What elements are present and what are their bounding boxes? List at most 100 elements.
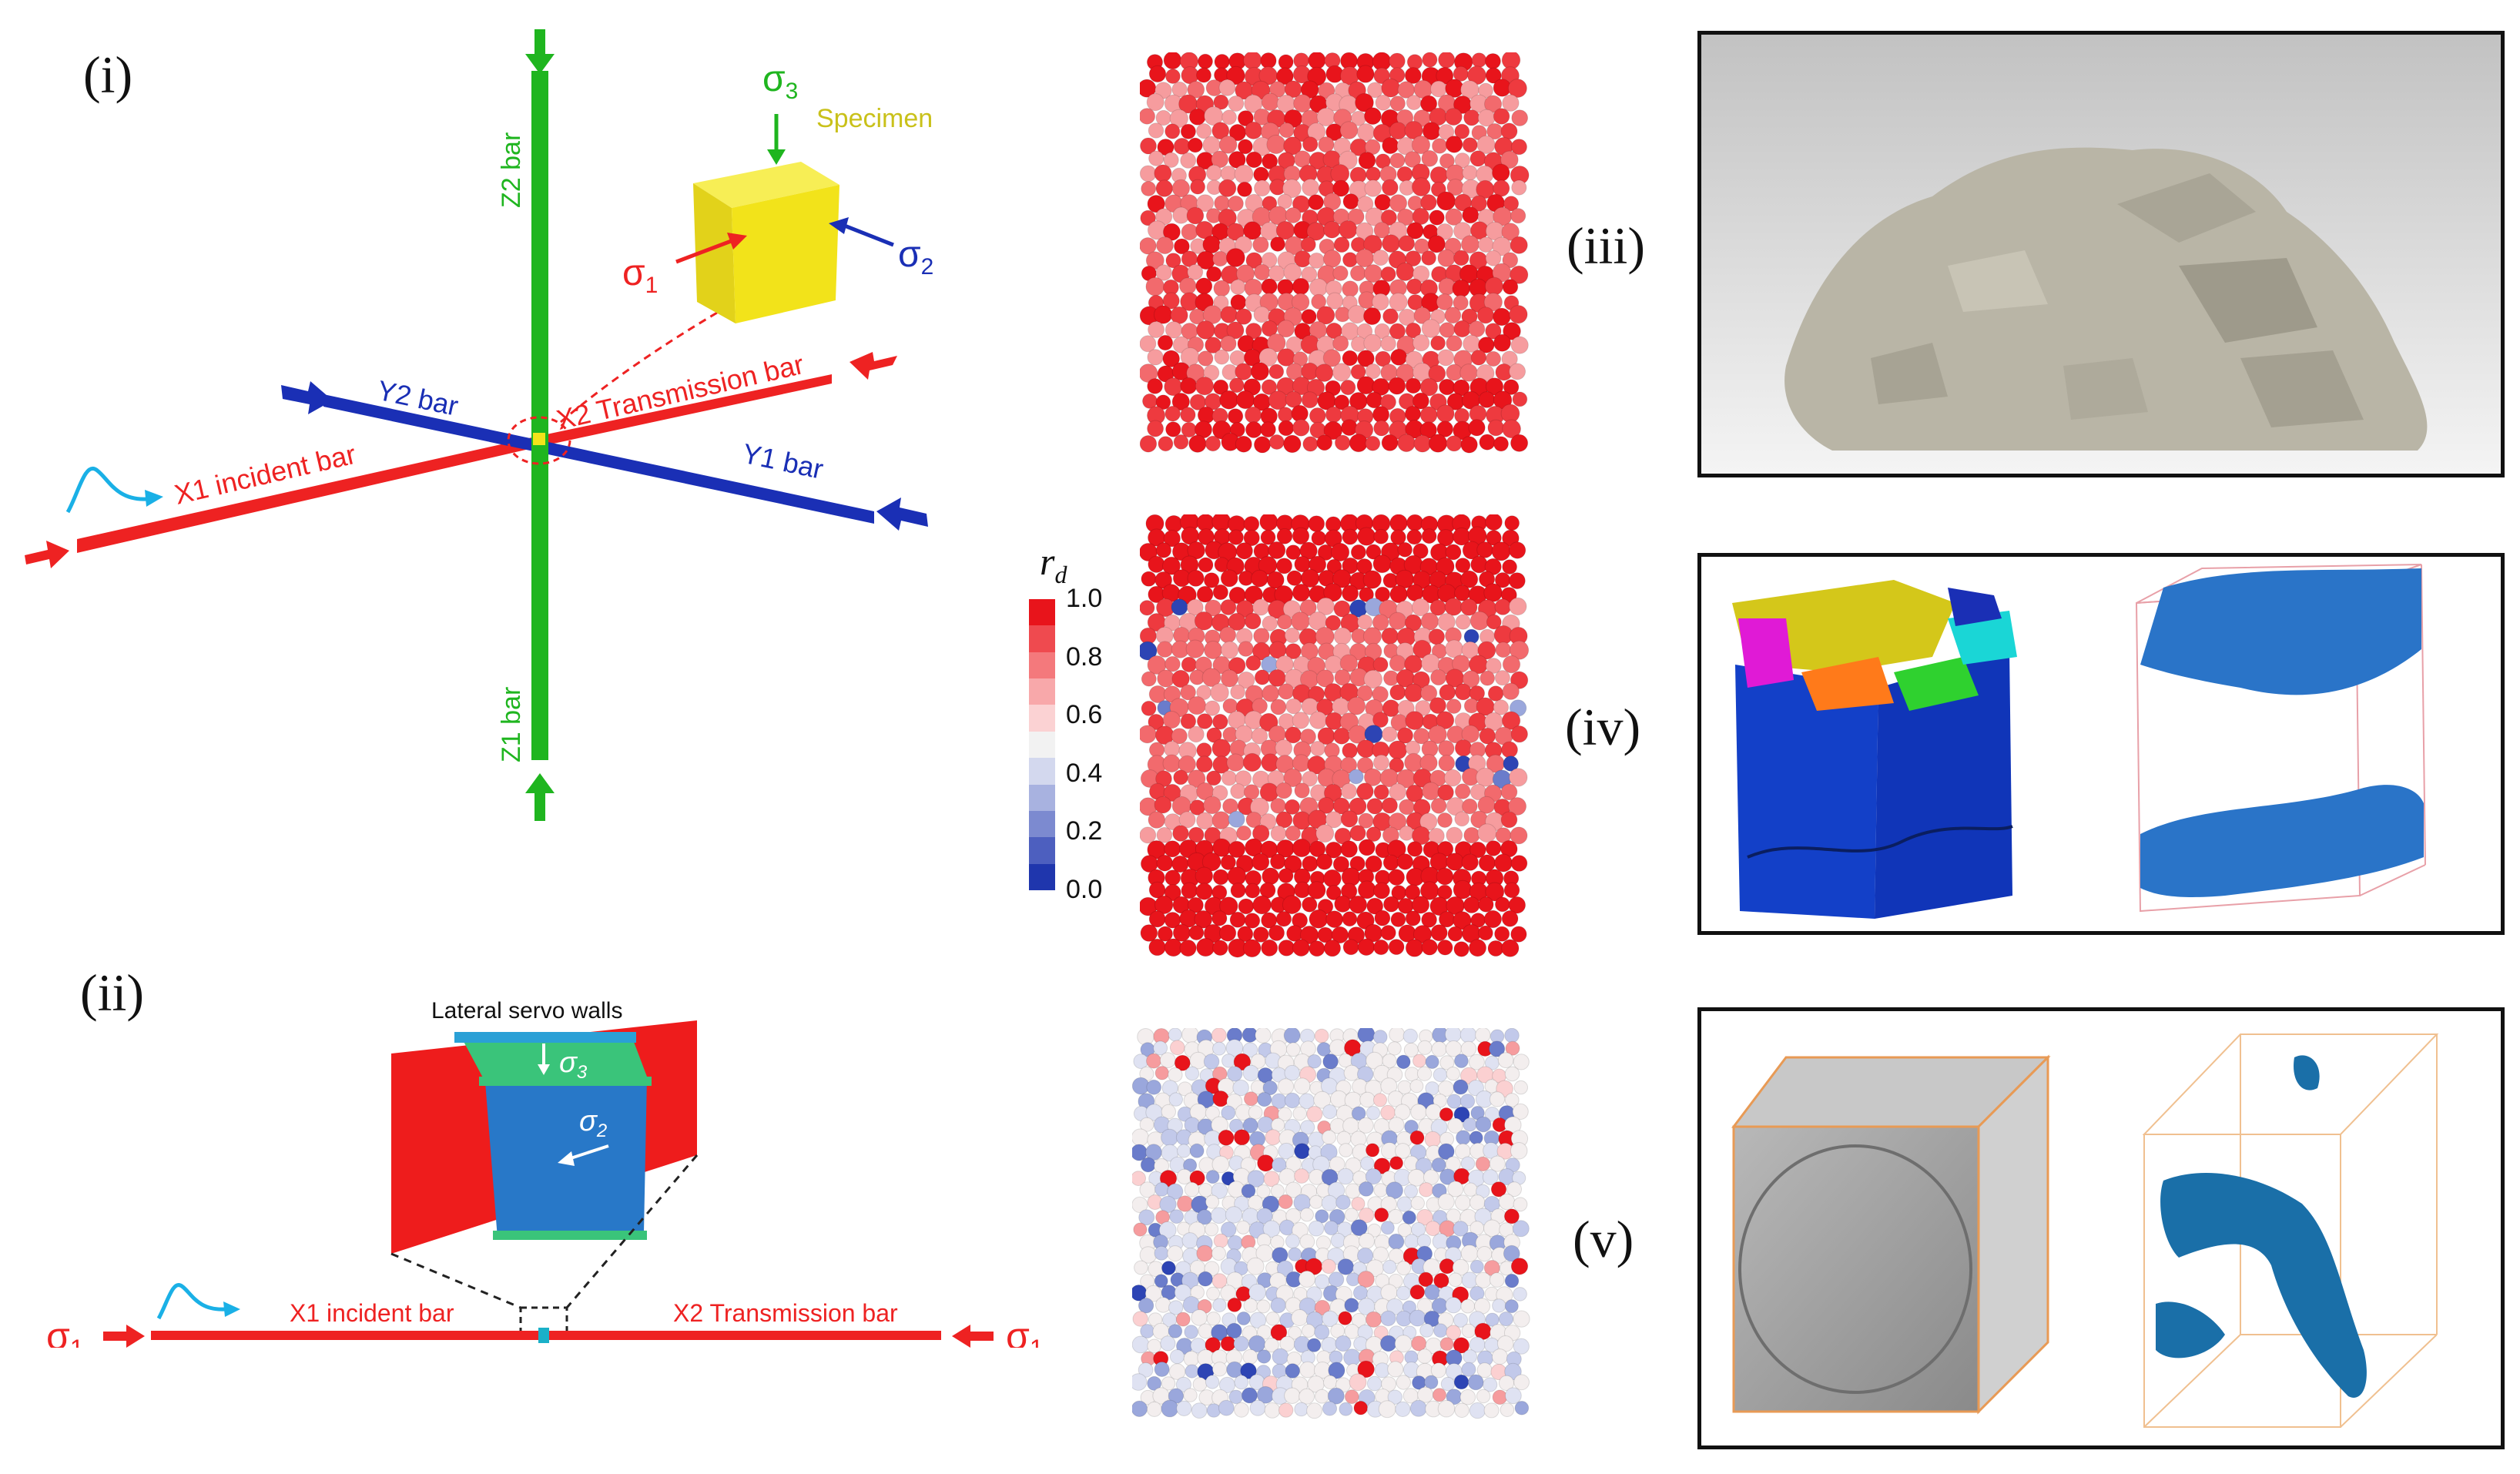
particle (1468, 419, 1486, 437)
particle (1292, 712, 1310, 729)
particle (1195, 277, 1213, 295)
particle (1253, 436, 1272, 454)
particle (1250, 362, 1269, 381)
particle (1278, 1142, 1295, 1160)
particle (1430, 668, 1447, 686)
colorbar-segment (1029, 652, 1055, 679)
particle (1399, 826, 1415, 841)
particle (1340, 756, 1358, 774)
particle (1211, 1362, 1228, 1377)
particle (1404, 884, 1421, 900)
particle (1436, 191, 1456, 211)
particle (1244, 913, 1261, 929)
particle (1502, 252, 1519, 269)
particle (1501, 711, 1521, 730)
particle (1141, 181, 1157, 196)
particle (1167, 1245, 1184, 1262)
particle (1283, 136, 1302, 156)
panel-iv-renders (1732, 564, 2426, 919)
particle (1509, 363, 1526, 380)
particle (1235, 308, 1252, 325)
particle (1153, 1040, 1168, 1056)
particle (1322, 1375, 1338, 1389)
particle (1333, 236, 1350, 253)
particle (1227, 1234, 1243, 1251)
particle (1444, 108, 1463, 126)
particle (1157, 334, 1174, 351)
particle (1438, 124, 1455, 140)
particle (1373, 882, 1390, 899)
particle (1299, 1388, 1315, 1405)
particle (1461, 308, 1478, 325)
particle (1344, 1389, 1359, 1405)
particle (1504, 1066, 1520, 1082)
particle (1436, 420, 1454, 437)
particle (1242, 1348, 1258, 1365)
sigma2-label: σ2 (898, 234, 933, 280)
particle (1461, 1362, 1476, 1377)
particle (1309, 909, 1329, 929)
particle (1221, 1054, 1236, 1068)
particle (1411, 1222, 1426, 1238)
particle (1404, 683, 1423, 702)
particle (1154, 796, 1172, 814)
particle (1210, 1207, 1228, 1224)
particle (1248, 1105, 1263, 1120)
particle (1430, 80, 1447, 98)
particle (1395, 1401, 1411, 1417)
particle (1483, 910, 1503, 929)
particle (1437, 249, 1456, 267)
particle (1349, 825, 1366, 842)
particle (1291, 611, 1310, 631)
particle (1500, 783, 1518, 801)
particle (1334, 895, 1352, 913)
particle (1375, 94, 1392, 111)
particle (1417, 1348, 1433, 1364)
particle (1148, 65, 1167, 83)
particle (1315, 1209, 1329, 1224)
particle (1172, 825, 1189, 842)
particle (1448, 1272, 1463, 1288)
particle (1512, 391, 1528, 407)
particle (1167, 1183, 1184, 1200)
particle (1211, 1182, 1228, 1199)
particle (1206, 770, 1221, 786)
particle (1277, 1078, 1295, 1095)
particle (1437, 940, 1453, 956)
particle (1485, 323, 1502, 340)
particle (1431, 1041, 1447, 1057)
particle (1381, 627, 1399, 645)
particle (1356, 323, 1373, 340)
particle (1316, 306, 1335, 325)
debris-slab-5 (1871, 343, 1948, 404)
intersection-specimen (533, 433, 545, 445)
particle (1132, 1335, 1150, 1354)
particle (1257, 1349, 1272, 1364)
particle (1196, 320, 1215, 340)
particle (1446, 1325, 1462, 1341)
particle (1233, 1335, 1249, 1352)
particle (1375, 586, 1391, 602)
particle (1359, 1091, 1376, 1108)
particle (1454, 1054, 1469, 1068)
particle (1378, 1400, 1396, 1419)
particle (1220, 854, 1237, 870)
particle (1503, 322, 1521, 340)
particle (1439, 1107, 1453, 1122)
particle (1420, 194, 1437, 211)
particle (1476, 1246, 1493, 1262)
particle (1490, 1181, 1507, 1198)
y-bar (323, 394, 874, 524)
particle (1275, 782, 1292, 799)
particle (1452, 279, 1471, 298)
particle (1453, 1079, 1469, 1095)
particle (1455, 558, 1471, 574)
particle (1422, 52, 1438, 68)
particle (1278, 54, 1294, 70)
intersection-highlight (507, 416, 571, 465)
particle (1252, 895, 1272, 915)
particle (1382, 1259, 1397, 1275)
particle (1299, 541, 1318, 560)
particle (1210, 683, 1229, 702)
particle (1262, 153, 1278, 169)
